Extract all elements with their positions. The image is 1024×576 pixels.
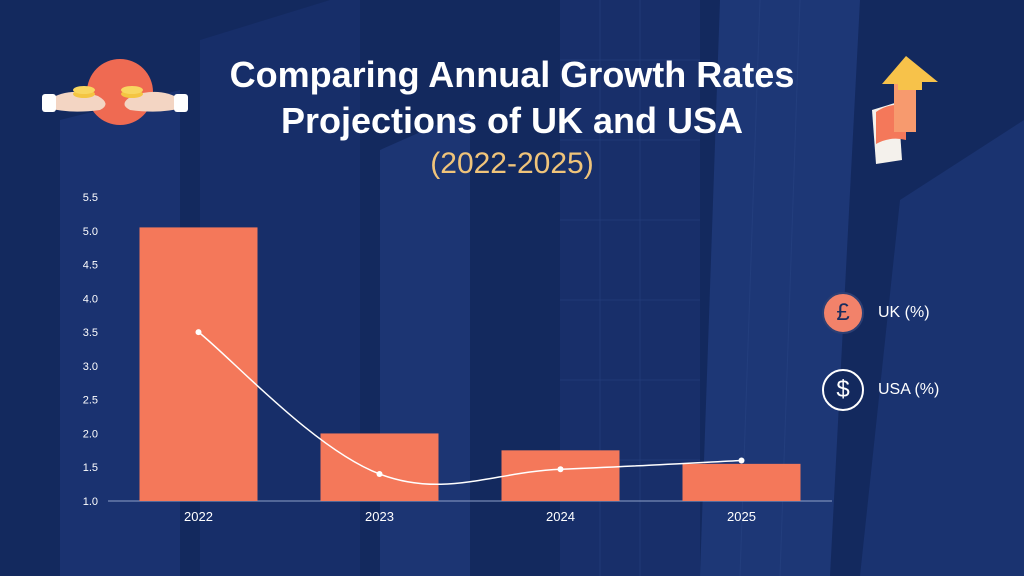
uk-bar-2022 (139, 227, 258, 501)
y-tick-label: 3.5 (83, 327, 98, 339)
title-line-1: Comparing Annual Growth Rates (229, 54, 795, 95)
y-tick-label: 4.0 (83, 293, 98, 305)
y-tick-label: 1.0 (83, 496, 98, 508)
y-tick-label: 2.5 (83, 395, 98, 407)
coins-hands-illustration (42, 59, 188, 125)
usa-point-2022 (195, 329, 202, 336)
dollar-icon: $ (822, 369, 864, 411)
x-tick-label: 2024 (546, 509, 575, 524)
y-tick-label: 3.0 (83, 361, 98, 373)
x-tick-label: 2022 (184, 509, 213, 524)
chart-title: Comparing Annual Growth Rates Projection… (0, 52, 1024, 144)
legend-item-uk: £ UK (%) (822, 292, 930, 334)
title-line-2: Projections of UK and USA (280, 100, 744, 141)
y-tick-label: 5.5 (83, 192, 98, 204)
chart-subtitle: (2022-2025) (430, 147, 594, 180)
y-tick-label: 5.0 (83, 226, 98, 238)
usa-series-line (198, 331, 742, 486)
x-tick-label: 2025 (727, 509, 756, 524)
usa-point-2023 (376, 470, 383, 477)
y-tick-label: 2.0 (83, 428, 98, 440)
legend-label-usa: USA (%) (878, 381, 940, 398)
x-tick-label: 2023 (365, 509, 394, 524)
uk-bar-2025 (682, 463, 801, 501)
usa-point-2024 (557, 466, 564, 473)
usa-point-2025 (738, 457, 745, 464)
growth-arrow-illustration (872, 56, 938, 164)
pound-icon: £ (822, 292, 864, 334)
uk-bar-2024 (501, 450, 620, 501)
y-tick-label: 4.5 (83, 260, 98, 272)
uk-bar-2023 (320, 433, 439, 501)
legend-label-uk: UK (%) (878, 304, 930, 321)
y-tick-label: 1.5 (83, 462, 98, 474)
legend-item-usa: $ USA (%) (822, 369, 939, 411)
